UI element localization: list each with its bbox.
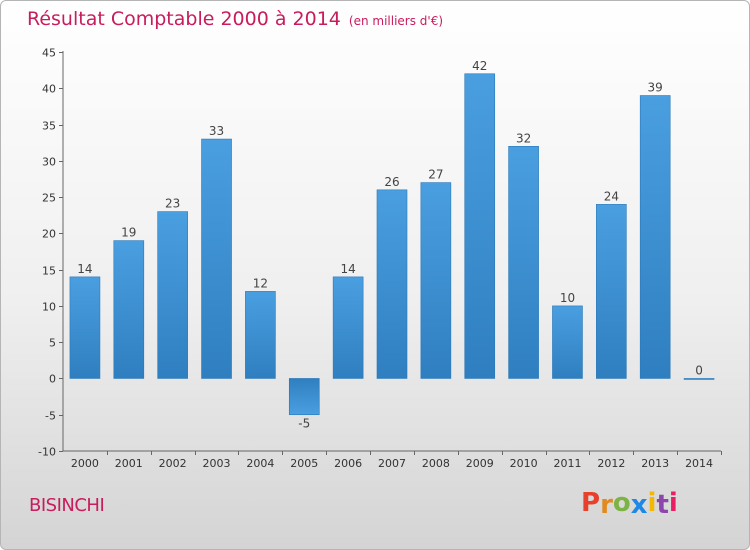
bar-2001 [113, 240, 145, 379]
bar-2005 [288, 378, 320, 416]
place-name: BISINCHI [29, 495, 105, 516]
x-tick-label-2011: 2011 [553, 457, 581, 470]
bar-2010 [508, 146, 539, 379]
y-tick-label: 35 [42, 120, 56, 133]
bar-2012 [596, 204, 627, 379]
bar-2007 [376, 189, 408, 379]
bar-2014 [683, 378, 715, 380]
data-label-2009: 42 [472, 59, 487, 73]
x-tick-label-2009: 2009 [466, 457, 494, 470]
bar-2002 [157, 211, 188, 379]
x-tick-label-2003: 2003 [203, 457, 231, 470]
logo-letter: x [630, 490, 648, 520]
bar-2006 [332, 276, 364, 379]
x-tick-label-2013: 2013 [641, 457, 669, 470]
data-label-2001: 19 [121, 226, 136, 240]
chart-title: Résultat Comptable 2000 à 2014 (en millie… [27, 8, 443, 30]
bar-2000 [69, 276, 101, 379]
y-tick-label: 5 [49, 337, 56, 350]
y-tick-label: -5 [45, 410, 56, 423]
y-tick-label: 15 [42, 265, 56, 278]
bar-2011 [552, 305, 583, 379]
y-tick-label: -10 [38, 446, 56, 459]
bar-2013 [639, 95, 671, 379]
data-label-2011: 10 [560, 291, 575, 305]
data-label-2007: 26 [384, 175, 399, 189]
bar-2008 [420, 182, 452, 379]
logo-letter: i [647, 488, 657, 518]
logo-letter: o [612, 488, 631, 518]
x-tick-label-2000: 2000 [71, 457, 99, 470]
logo-letter: r [600, 490, 613, 520]
y-tick-label: 40 [42, 83, 56, 96]
logo-letter: P [581, 488, 601, 518]
y-tick-label: 20 [42, 228, 56, 241]
y-tick-label: 45 [42, 47, 56, 60]
x-tick-label-2007: 2007 [378, 457, 406, 470]
x-tick-label-2006: 2006 [334, 457, 362, 470]
data-label-2006: 14 [340, 262, 355, 276]
data-label-2004: 12 [253, 276, 268, 290]
bar-2009 [464, 73, 496, 379]
y-tick-label: 30 [42, 156, 56, 169]
data-label-2010: 32 [516, 131, 531, 145]
x-tick-label-2014: 2014 [685, 457, 713, 470]
x-tick-label-2002: 2002 [159, 457, 187, 470]
data-label-2014: 0 [695, 363, 703, 377]
y-tick-label: 25 [42, 192, 56, 205]
data-label-2013: 39 [648, 81, 663, 95]
y-tick-label: 0 [49, 373, 56, 386]
x-tick-label-2001: 2001 [115, 457, 143, 470]
y-tick-label: 10 [42, 301, 56, 314]
bar-2003 [201, 138, 232, 379]
chart-title-text: Résultat Comptable 2000 à 2014 [27, 8, 341, 30]
data-label-2003: 33 [209, 124, 224, 138]
chart-unit: (en milliers d'€) [348, 14, 444, 28]
x-tick-label-2012: 2012 [597, 457, 625, 470]
data-label-2002: 23 [165, 197, 180, 211]
x-tick-label-2008: 2008 [422, 457, 450, 470]
bar-2004 [245, 291, 276, 379]
data-label-2000: 14 [77, 262, 92, 276]
proxiti-logo: Proxiti [581, 488, 678, 520]
x-tick-label-2004: 2004 [246, 457, 274, 470]
x-tick-label-2005: 2005 [290, 457, 318, 470]
x-tick-label-2010: 2010 [510, 457, 538, 470]
data-label-2008: 27 [428, 168, 443, 182]
data-label-2012: 24 [604, 189, 619, 203]
data-label-2005: -5 [298, 417, 310, 431]
logo-letter: t [656, 490, 669, 520]
logo-letter: i [668, 488, 678, 518]
